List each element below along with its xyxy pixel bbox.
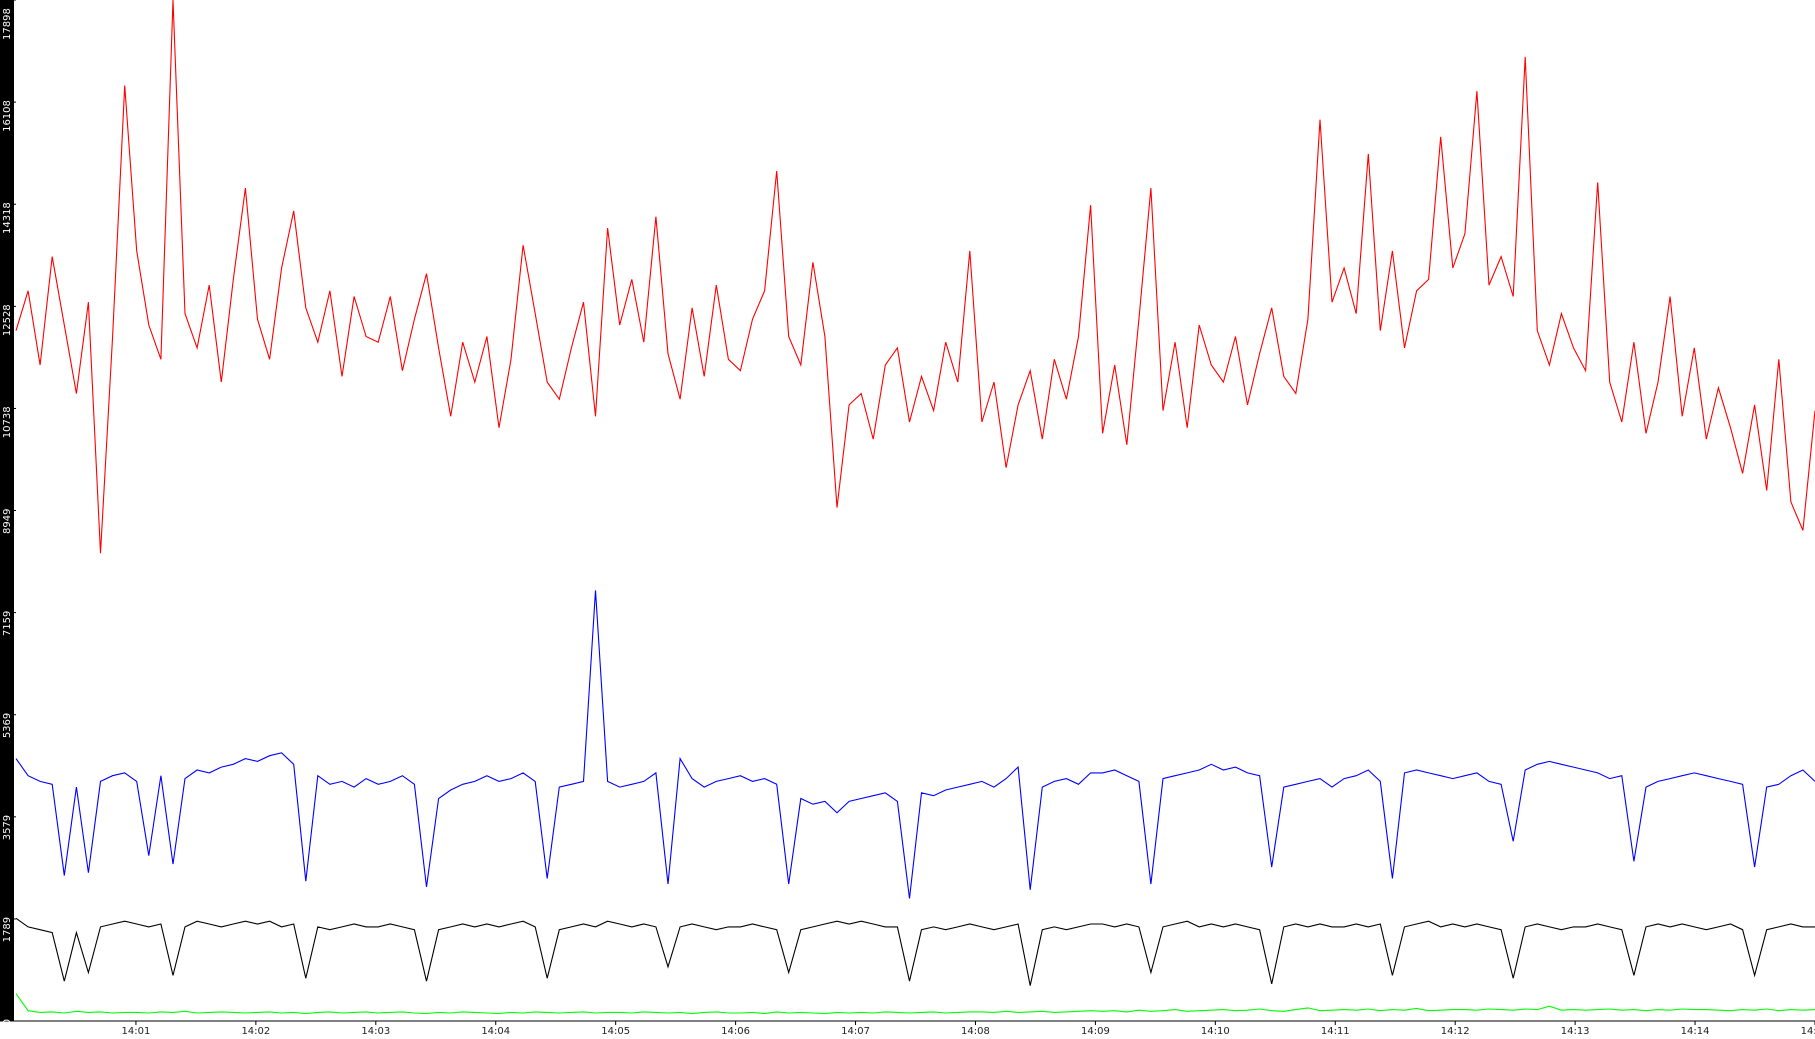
- x-tick-label: 14:07: [841, 1026, 870, 1037]
- x-tick-label: 14:14: [1681, 1026, 1710, 1037]
- y-tick-label: 5369: [2, 713, 13, 738]
- x-tick-label: 14:15: [1801, 1026, 1815, 1037]
- series-line: [15, 590, 1815, 899]
- x-tick-label: 14:04: [481, 1026, 510, 1037]
- y-tick-label: 8949: [2, 509, 13, 534]
- x-tick-label: 14:13: [1561, 1026, 1590, 1037]
- x-tick-label: 14:12: [1441, 1026, 1470, 1037]
- x-tick-label: 14:05: [601, 1026, 630, 1037]
- series-line: [15, 993, 1815, 1015]
- y-tick-label: 10738: [2, 406, 13, 438]
- y-tick-label: 1789: [2, 917, 13, 942]
- series-line: [15, 0, 1815, 554]
- x-tick-label: 14:11: [1321, 1026, 1350, 1037]
- x-tick-label: 14:02: [241, 1026, 270, 1037]
- y-tick-label: 14318: [2, 202, 13, 234]
- x-tick-label: 14:06: [721, 1026, 750, 1037]
- y-tick-label: 12528: [2, 304, 13, 336]
- y-tick-label: 7159: [2, 611, 13, 636]
- y-tick-label: 3579: [2, 815, 13, 840]
- series-line: [15, 917, 1815, 986]
- x-tick-label: 14:01: [122, 1026, 151, 1037]
- y-axis-strip: [0, 0, 14, 1021]
- y-tick-label: 16108: [2, 100, 13, 132]
- x-tick-label: 14:09: [1081, 1026, 1110, 1037]
- x-tick-label: 14:03: [361, 1026, 390, 1037]
- y-tick-label: 17898: [2, 8, 13, 40]
- y-tick-label: 0: [2, 1019, 13, 1025]
- x-tick-label: 14:08: [961, 1026, 990, 1037]
- x-tick-label: 14:10: [1201, 1026, 1230, 1037]
